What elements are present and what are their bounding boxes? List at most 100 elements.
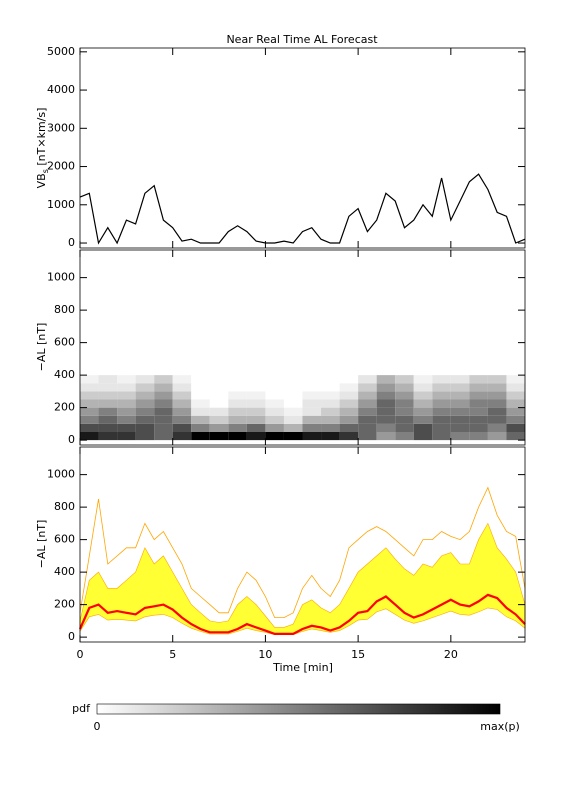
heatmap-cell: [376, 407, 396, 416]
y-tick-label: 200: [54, 401, 75, 414]
heatmap-cell: [172, 375, 192, 384]
heatmap-cell: [376, 423, 396, 432]
heatmap-cell: [135, 415, 155, 424]
heatmap-cell: [450, 399, 470, 408]
heatmap-cell: [246, 423, 266, 432]
heatmap-cell: [154, 399, 173, 408]
heatmap-cell: [432, 391, 451, 400]
heatmap-cell: [487, 375, 507, 384]
heatmap-cell: [265, 415, 284, 424]
heatmap-cell: [469, 432, 488, 441]
heatmap-cell: [302, 375, 322, 384]
heatmap-cell: [339, 407, 359, 416]
colorbar-min: 0: [94, 720, 101, 733]
heatmap-cell: [98, 399, 118, 408]
heatmap-cell: [395, 375, 414, 384]
heatmap-cell: [506, 399, 525, 408]
heatmap-cell: [154, 423, 173, 432]
heatmap-cell: [339, 375, 359, 384]
heatmap-cell: [191, 407, 210, 416]
heatmap-cell: [506, 391, 525, 400]
heatmap-cell: [358, 423, 377, 432]
heatmap-cell: [413, 383, 433, 392]
heatmap-cell: [302, 432, 322, 441]
heatmap-cell: [98, 391, 118, 400]
heatmap-cell: [172, 423, 192, 432]
y-tick-label: 600: [54, 533, 75, 546]
heatmap-cell: [376, 391, 396, 400]
heatmap-cell: [154, 391, 173, 400]
heatmap-cell: [80, 399, 99, 408]
y-tick-label: 4000: [47, 83, 75, 96]
heatmap-cell: [283, 375, 303, 384]
heatmap-cell: [191, 391, 210, 400]
heatmap-cell: [172, 383, 192, 392]
heatmap-cell: [413, 423, 433, 432]
heatmap-cell: [358, 391, 377, 400]
heatmap-cell: [98, 375, 118, 384]
heatmap-cell: [228, 399, 247, 408]
heatmap-cell: [98, 407, 118, 416]
heatmap-cell: [487, 415, 507, 424]
heatmap-cell: [80, 423, 99, 432]
heatmap-cell: [246, 399, 266, 408]
heatmap-cell: [246, 383, 266, 392]
x-tick-label: 10: [258, 648, 272, 661]
heatmap-cell: [413, 375, 433, 384]
heatmap-cell: [135, 407, 155, 416]
heatmap-cell: [321, 432, 340, 441]
heatmap-cell: [117, 383, 136, 392]
heatmap-cell: [265, 383, 284, 392]
heatmap-cell: [506, 383, 525, 392]
heatmap-cell: [135, 432, 155, 441]
heatmap-cell: [450, 407, 470, 416]
y-tick-label: 5000: [47, 45, 75, 58]
heatmap-cell: [135, 423, 155, 432]
heatmap-cell: [358, 383, 377, 392]
heatmap-cell: [80, 415, 99, 424]
heatmap-cell: [395, 399, 414, 408]
y-tick-label: 0: [68, 630, 75, 643]
heatmap-cell: [358, 407, 377, 416]
y-tick-label: 2000: [47, 160, 75, 173]
heatmap-cell: [413, 407, 433, 416]
heatmap-cell: [302, 383, 322, 392]
heatmap-cell: [487, 432, 507, 441]
heatmap-cell: [154, 432, 173, 441]
heatmap-cell: [395, 432, 414, 441]
heatmap-cell: [80, 391, 99, 400]
x-tick-label: 5: [169, 648, 176, 661]
heatmap-cell: [209, 383, 229, 392]
heatmap-cell: [135, 375, 155, 384]
heatmap-cell: [321, 375, 340, 384]
heatmap-cell: [191, 423, 210, 432]
heatmap-cell: [358, 415, 377, 424]
heatmap-cell: [265, 375, 284, 384]
heatmap-cell: [450, 383, 470, 392]
heatmap-cell: [432, 383, 451, 392]
heatmap-cell: [117, 432, 136, 441]
heatmap-cell: [376, 415, 396, 424]
heatmap-cell: [321, 423, 340, 432]
chart-title: Near Real Time AL Forecast: [226, 33, 378, 46]
heatmap-cell: [339, 432, 359, 441]
heatmap-cell: [432, 399, 451, 408]
heatmap-cell: [98, 423, 118, 432]
x-tick-label: 0: [77, 648, 84, 661]
heatmap-cell: [191, 415, 210, 424]
y-axis-label: −AL [nT]: [35, 520, 48, 569]
heatmap-cell: [172, 399, 192, 408]
heatmap-cell: [376, 383, 396, 392]
y-tick-label: 1000: [47, 468, 75, 481]
heatmap-cell: [302, 391, 322, 400]
heatmap-cell: [209, 407, 229, 416]
heatmap-cell: [487, 407, 507, 416]
heatmap-cell: [246, 375, 266, 384]
heatmap-cell: [321, 415, 340, 424]
heatmap-cell: [469, 407, 488, 416]
heatmap-cell: [432, 407, 451, 416]
heatmap-cell: [228, 415, 247, 424]
heatmap-cell: [321, 399, 340, 408]
heatmap-cell: [358, 432, 377, 441]
heatmap-cell: [209, 432, 229, 441]
